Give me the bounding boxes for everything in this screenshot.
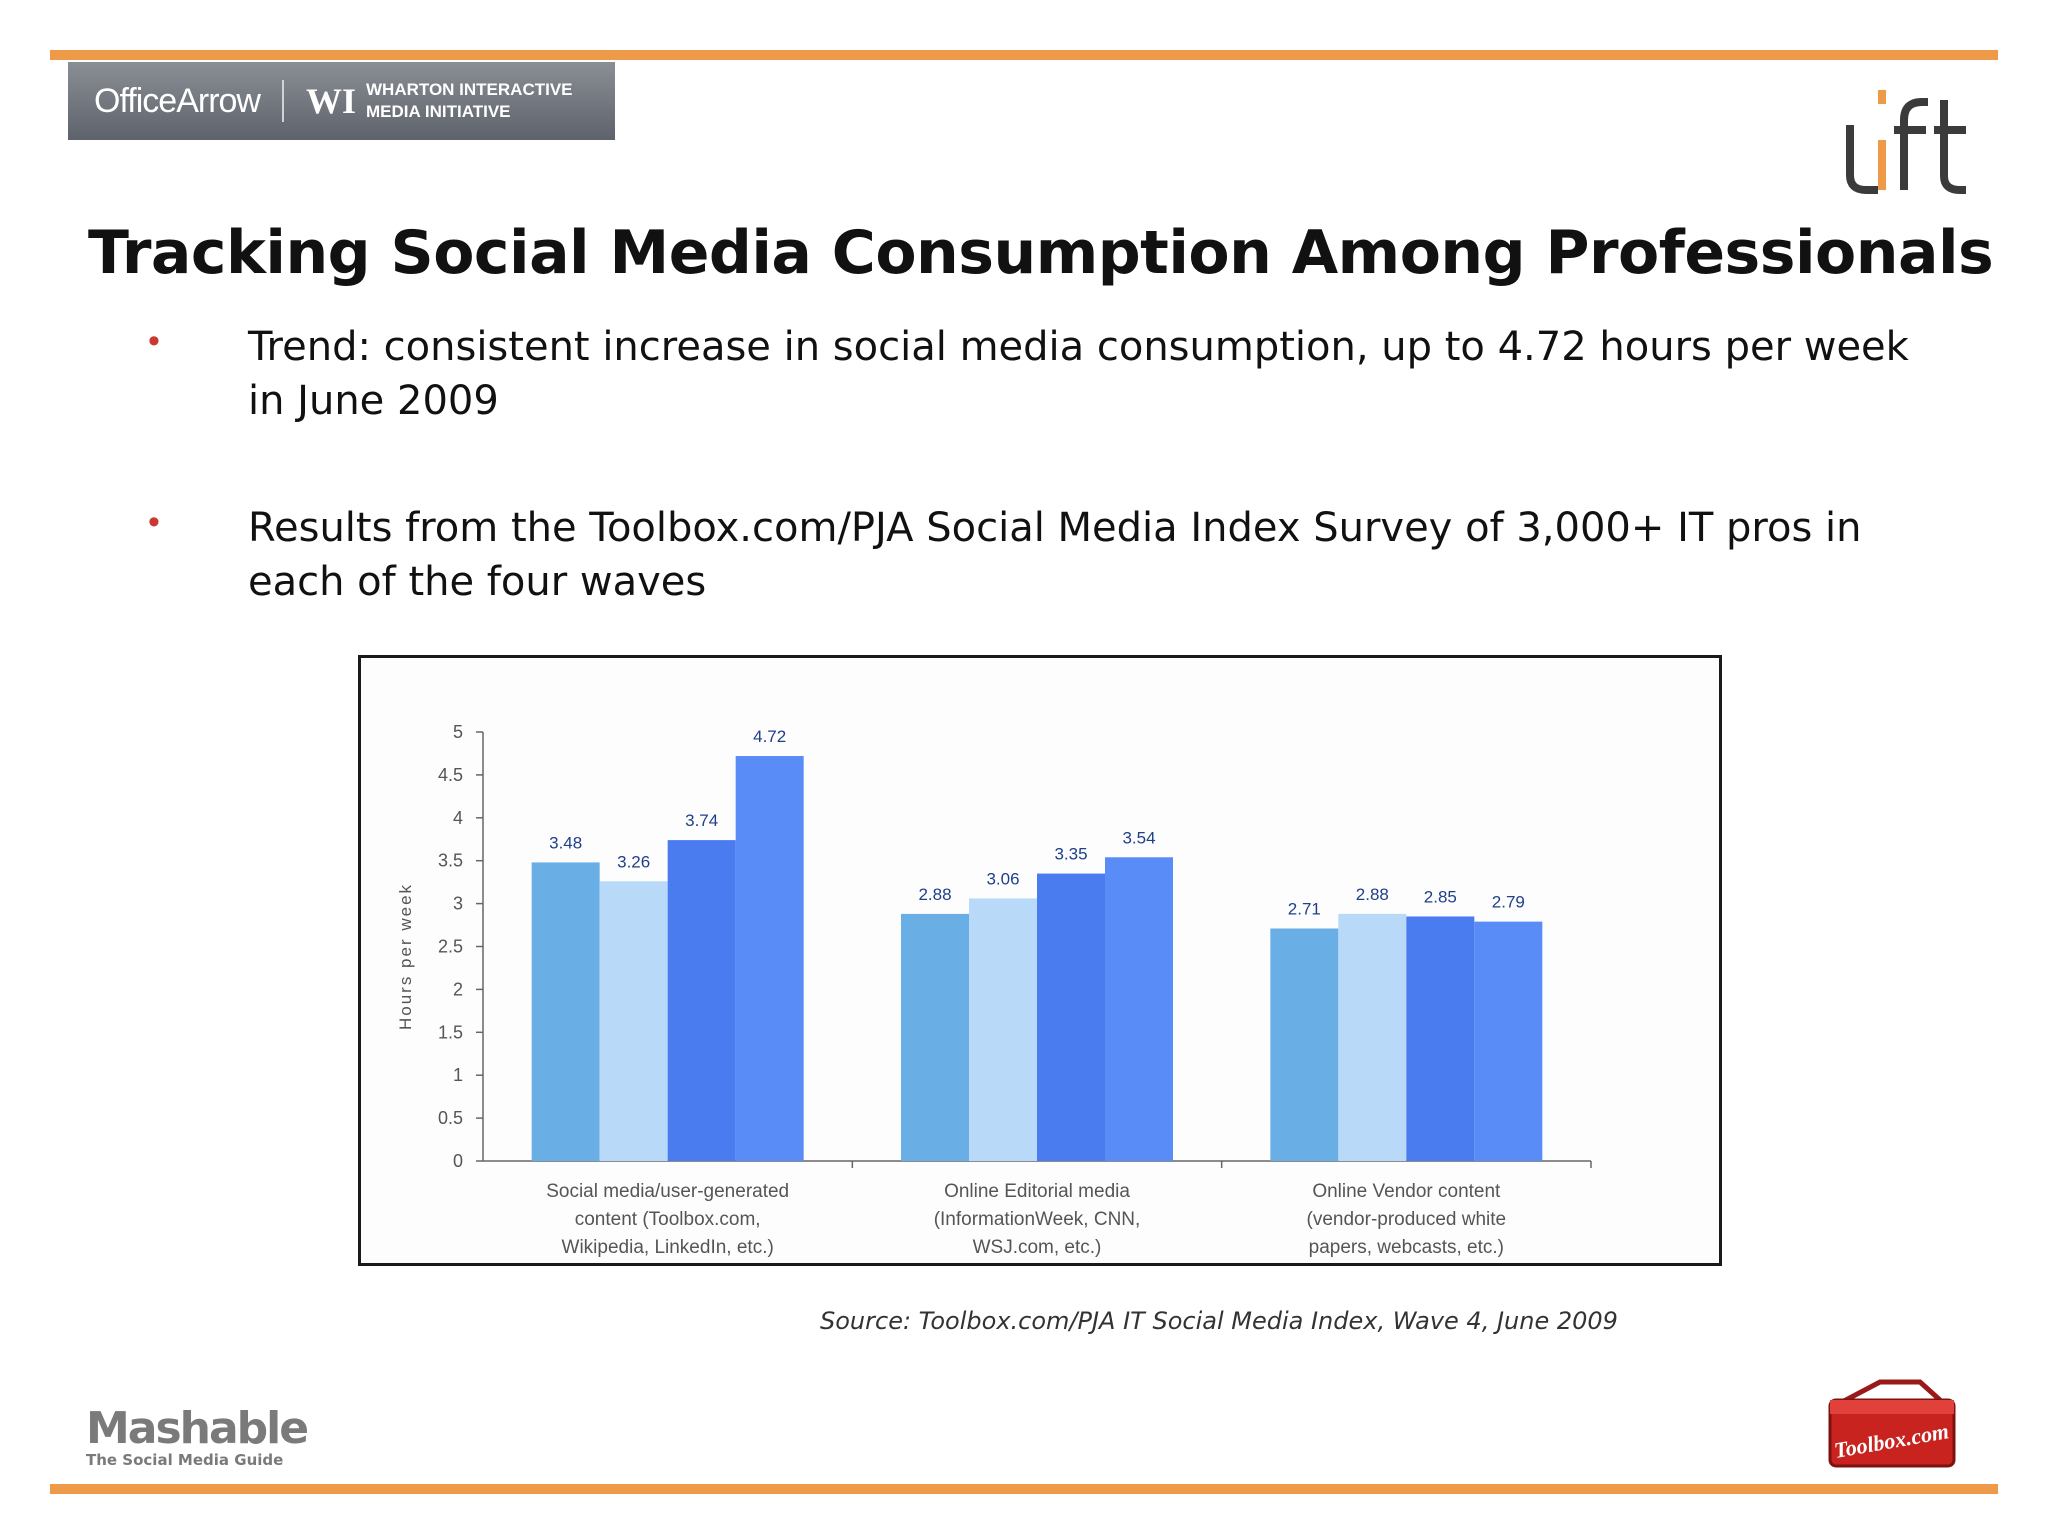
- bar-value-label: 3.06: [986, 869, 1019, 888]
- bar-value-label: 3.48: [549, 833, 582, 852]
- partner-logo-bar: OfficeArrow WI WHARTON INTERACTIVE MEDIA…: [68, 62, 615, 140]
- bar: [1270, 928, 1339, 1161]
- officearrow-logo: OfficeArrow: [94, 81, 261, 120]
- bar: [667, 840, 736, 1161]
- bar-value-label: 4.72: [753, 727, 786, 746]
- bullet-text: Results from the Toolbox.com/PJA Social …: [248, 505, 1862, 605]
- bar: [735, 756, 804, 1161]
- bar-value-label: 2.71: [1288, 899, 1321, 918]
- x-category-label: (vendor-produced white: [1307, 1209, 1507, 1230]
- bar-value-label: 2.88: [918, 885, 951, 904]
- source-citation: Source: Toolbox.com/PJA IT Social Media …: [820, 1307, 1618, 1335]
- x-category-label: WSJ.com, etc.): [973, 1237, 1102, 1258]
- x-category-label: (InformationWeek, CNN,: [934, 1209, 1141, 1230]
- bar: [1406, 916, 1475, 1161]
- y-tick-label: 1: [453, 1065, 463, 1085]
- bottom-orange-rule: [50, 1484, 1998, 1494]
- bar-value-label: 2.88: [1356, 885, 1389, 904]
- bar-value-label: 3.74: [685, 811, 718, 830]
- x-category-label: content (Toolbox.com,: [575, 1209, 761, 1230]
- y-axis-title: Hours per week: [396, 883, 415, 1030]
- bar-value-label: 3.26: [617, 852, 650, 871]
- x-category-label: papers, webcasts, etc.): [1309, 1237, 1504, 1258]
- bar: [1037, 873, 1105, 1161]
- wimi-logo-line1: WHARTON INTERACTIVE: [366, 80, 573, 99]
- y-tick-label: 0: [453, 1151, 463, 1171]
- x-category-label: Social media/user-generated: [546, 1181, 789, 1202]
- y-tick-label: 1.5: [438, 1022, 463, 1042]
- wimi-logo-line2: MEDIA INITIATIVE: [366, 102, 511, 121]
- y-tick-label: 2.5: [438, 937, 463, 957]
- bar: [901, 913, 969, 1161]
- top-orange-rule: [50, 50, 1998, 60]
- bar: [599, 881, 668, 1161]
- wimi-mark-logo: WI: [305, 81, 356, 121]
- y-tick-label: 3: [453, 894, 463, 914]
- mashable-logo: Mashable The Social Media Guide: [86, 1403, 309, 1470]
- y-tick-label: 4.5: [438, 765, 463, 785]
- logo-divider: [281, 80, 284, 122]
- bar-value-label: 3.54: [1122, 828, 1155, 847]
- bar: [1338, 913, 1407, 1161]
- bar: [1105, 857, 1173, 1161]
- bullet-text: Trend: consistent increase in social med…: [248, 324, 1909, 424]
- mashable-logo-name: Mashable: [86, 1403, 309, 1454]
- y-tick-label: 4: [453, 808, 463, 828]
- bar: [531, 862, 600, 1161]
- y-tick-label: 2: [453, 979, 463, 999]
- bar: [969, 898, 1037, 1161]
- y-tick-label: 5: [453, 722, 463, 742]
- x-category-label: Online Editorial media: [944, 1181, 1130, 1202]
- bar-value-label: 2.85: [1424, 887, 1457, 906]
- x-category-label: Online Vendor content: [1312, 1181, 1501, 1202]
- page-title: Tracking Social Media Consumption Among …: [88, 218, 1994, 288]
- y-tick-label: 3.5: [438, 851, 463, 871]
- toolbox-logo: Toolbox.com: [1828, 1379, 1956, 1468]
- bullet-icon: •: [148, 322, 160, 360]
- bar-value-label: 2.79: [1492, 893, 1525, 912]
- x-category-label: Wikipedia, LinkedIn, etc.): [562, 1237, 774, 1258]
- wimi-logo-text: WHARTON INTERACTIVE MEDIA INITIATIVE: [366, 79, 573, 123]
- bar-value-label: 3.35: [1054, 845, 1087, 864]
- y-tick-label: 0.5: [438, 1108, 463, 1128]
- chart-frame: 0 0.5 1 1.5 2 2.5 3 3.5 4 4.5 5 Hours per week 3.48 3…: [358, 655, 1722, 1266]
- uft-logo: [1846, 90, 1966, 194]
- bullet-icon: •: [148, 503, 160, 541]
- mashable-logo-tagline: The Social Media Guide: [86, 1451, 284, 1469]
- bar: [1474, 921, 1543, 1161]
